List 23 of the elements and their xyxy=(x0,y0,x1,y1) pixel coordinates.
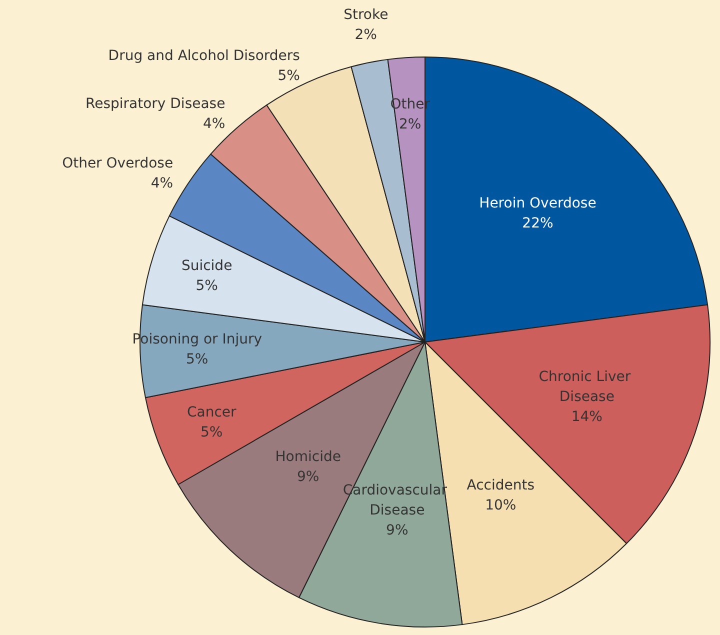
data-label: 4% xyxy=(150,176,174,192)
data-label: 5% xyxy=(200,424,223,440)
data-label: 14% xyxy=(571,408,602,425)
slice-label: Suicide xyxy=(181,258,232,274)
slice-label: Chronic Liver Disease xyxy=(538,368,636,405)
data-label: 5% xyxy=(186,351,208,368)
data-label: 4% xyxy=(203,116,226,132)
data-label: 9% xyxy=(386,522,408,539)
slice-label: Other Overdose xyxy=(62,156,174,172)
data-label: 2% xyxy=(398,116,422,132)
data-label: 10% xyxy=(485,497,516,514)
slice-label: Stroke xyxy=(344,6,388,23)
slice-label: Cancer xyxy=(186,404,237,420)
data-label: 9% xyxy=(296,468,320,485)
data-label: 5% xyxy=(196,278,218,294)
slice-label: Homicide xyxy=(275,448,341,465)
slice-label: Accidents xyxy=(466,477,535,494)
slice-label: Respiratory Disease xyxy=(85,96,226,112)
data-label: 22% xyxy=(522,215,554,232)
slice-label: Drug and Alcohol Disorders xyxy=(108,48,300,64)
data-label: 2% xyxy=(354,26,377,43)
slice-label: Heroin Overdose xyxy=(479,195,596,212)
data-label: 5% xyxy=(278,68,300,84)
